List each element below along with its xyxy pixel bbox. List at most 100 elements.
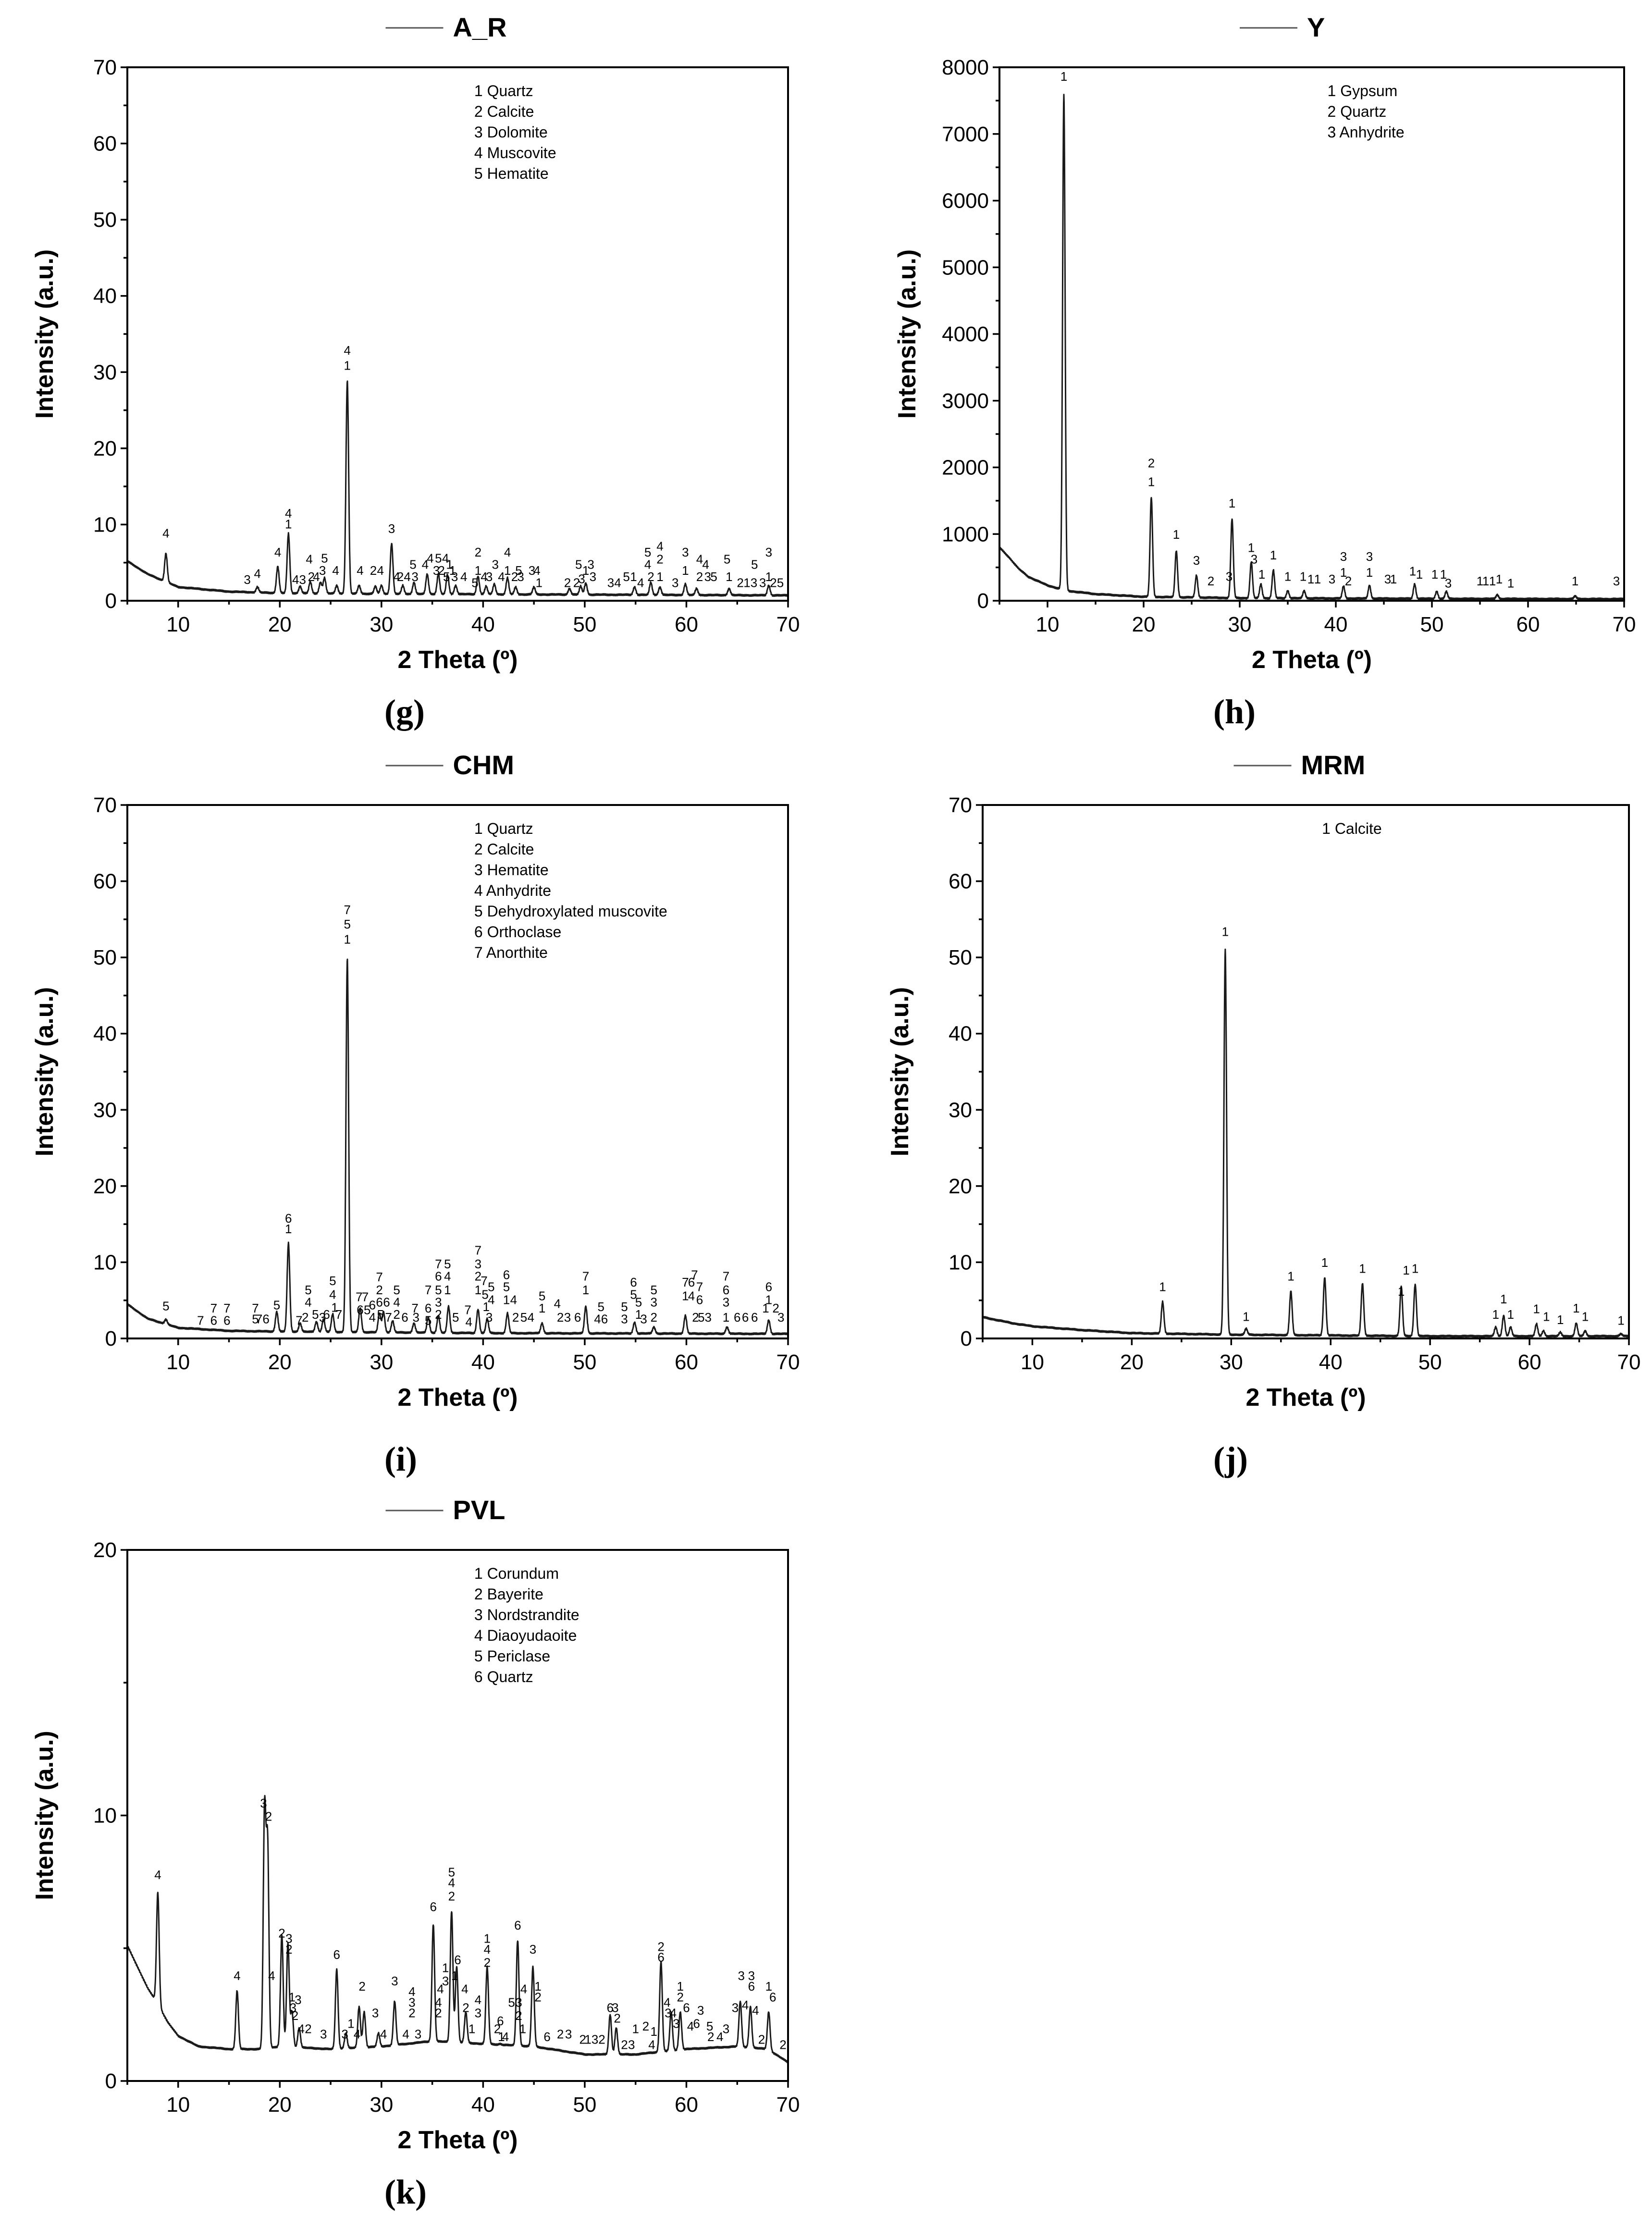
peak-annotation: 1 [1366, 565, 1373, 580]
phase-legend-entry: 1 Corundum [474, 1565, 559, 1582]
y-tick-label: 30 [93, 360, 117, 384]
peak-annotation: 3 [682, 545, 689, 559]
peak-annotation: 3 [388, 521, 395, 536]
peak-annotation: 1 [344, 932, 351, 947]
peak-annotation: 5 [575, 557, 582, 571]
peak-annotation: 6 [357, 1302, 363, 1317]
peak-annotation: 1 [344, 359, 351, 373]
y-tick-label: 1000 [942, 522, 989, 546]
y-tick-label: 10 [93, 1804, 117, 1828]
peak-annotation: 2 [557, 1310, 564, 1325]
legend-series-name: A_R [453, 12, 507, 42]
peak-annotation: 4 [498, 570, 505, 584]
peak-annotation: 1 [651, 2024, 657, 2039]
y-axis-title: Intensity (a.u.) [31, 987, 59, 1156]
peak-annotation: 6 [435, 1269, 442, 1283]
peak-annotation: 6 [630, 1275, 637, 1289]
peak-annotation: 5 [520, 1310, 527, 1325]
peak-annotation: 3 [391, 1974, 398, 1988]
peak-annotation: 5 [630, 1288, 637, 1302]
peak-annotation: 3 [475, 1257, 481, 1271]
y-tick-label: 5000 [942, 256, 989, 279]
peak-annotation: 3 [628, 2038, 635, 2052]
peak-annotation: 4 [460, 570, 467, 584]
peak-annotation: 3 [590, 570, 596, 584]
peak-annotation: 7 [682, 1275, 689, 1289]
y-tick-label: 50 [93, 208, 117, 232]
peak-annotation: 1 [1500, 1292, 1507, 1306]
peak-annotation: 3 [673, 2017, 679, 2031]
phase-legend-entry: 6 Orthoclase [474, 923, 561, 941]
y-tick-label: 10 [949, 1251, 972, 1274]
peak-annotation: 1 [1440, 567, 1447, 582]
peak-annotation: 4 [422, 557, 429, 571]
peak-annotation: 3 [1445, 576, 1452, 590]
peak-annotation: 2 [302, 1310, 308, 1325]
peak-annotation: 2 [285, 1942, 292, 1957]
peak-annotation: 4 [274, 545, 281, 559]
x-axis-title: 2 Theta (º) [397, 1384, 518, 1412]
x-tick-label: 50 [573, 2093, 596, 2117]
peak-annotation: 4 [696, 552, 703, 566]
peak-annotation: 4 [332, 563, 339, 578]
peak-annotation: 2 [435, 2006, 442, 2020]
peak-annotation: 3 [415, 2027, 421, 2042]
peak-annotation: 3 [612, 2000, 618, 2015]
peak-annotation: 1 [1300, 569, 1307, 583]
x-tick-label: 50 [573, 1350, 596, 1374]
chart-panel-h: Y 1 2 1 1 3 2 3 1 1 3 1 1 1 1 1 1 3 3 1 2 3 1 3 1 1 1 1 1 3 1 1 1 1 1 1 3 10 2… [826, 0, 1652, 750]
peak-annotation: 4 [466, 1315, 472, 1329]
y-tick-label: 20 [93, 1175, 117, 1198]
peak-annotation: 3 [1251, 552, 1257, 566]
peak-annotation: 5 [706, 2019, 713, 2033]
peak-annotation: 4 [510, 1293, 517, 1307]
peak-annotation: 1 [1543, 1310, 1550, 1324]
peak-annotation: 1 [535, 575, 542, 590]
peak-annotation: 1 [1416, 567, 1423, 582]
x-axis-title: 2 Theta (º) [397, 2126, 518, 2154]
panel-label-g: (g) [384, 693, 425, 731]
peak-annotation: 4 [369, 1310, 376, 1325]
peak-annotation: 3 [748, 1969, 755, 1983]
plot-frame [999, 66, 1625, 602]
xrd-pattern-line [999, 94, 1625, 601]
peak-annotation: 1 [444, 1283, 451, 1297]
peak-annotation: 3 [435, 1295, 442, 1309]
x-tick-label: 70 [777, 2093, 800, 2117]
peak-annotation: 4 [297, 2022, 304, 2036]
peak-annotation: 1 [1287, 1269, 1294, 1283]
y-tick-label: 60 [93, 132, 117, 156]
phase-legend-entry: 5 Hematite [474, 165, 549, 182]
peak-annotation: 5 [710, 570, 717, 584]
x-tick-label: 40 [471, 613, 495, 636]
y-tick-label: 60 [93, 870, 117, 893]
peak-annotation: 5 [481, 1288, 488, 1302]
peak-annotation: 6 [503, 1267, 510, 1282]
peak-annotation: 1 [1340, 565, 1347, 580]
peak-annotation: 3 [587, 557, 594, 571]
peak-annotation: 4 [442, 551, 449, 566]
peak-annotation: 5 [471, 575, 478, 590]
peak-annotation: 2 [1148, 456, 1155, 471]
y-tick-label: 40 [93, 1022, 117, 1046]
peak-annotation: 1 [682, 563, 689, 578]
peak-annotation: 1 [1582, 1310, 1589, 1324]
peak-annotation: 1 [1284, 569, 1291, 583]
peak-annotation: 4 [637, 575, 644, 590]
peak-annotation: 2 [438, 563, 444, 578]
peak-annotation: 6 [497, 2014, 504, 2028]
peak-annotation: 1 [723, 1310, 729, 1325]
x-tick-label: 20 [1132, 613, 1156, 636]
phase-legend-entry: 3 Dolomite [474, 124, 548, 141]
peak-annotation: 2 [376, 1283, 382, 1297]
peak-annotation: 1 [1390, 572, 1397, 586]
peak-annotation: 4 [716, 2030, 723, 2044]
peak-annotation: 4 [687, 2019, 694, 2033]
peak-annotation: 3 [515, 1995, 522, 2009]
peak-annotation: 1 [1398, 1284, 1405, 1299]
peak-annotation: 5 [644, 545, 651, 559]
plot-frame [982, 804, 1630, 1339]
peak-annotation: 4 [354, 2027, 360, 2042]
phase-legend-entry: 1 Gypsum [1328, 82, 1398, 99]
peak-annotation: 4 [752, 2003, 759, 2018]
